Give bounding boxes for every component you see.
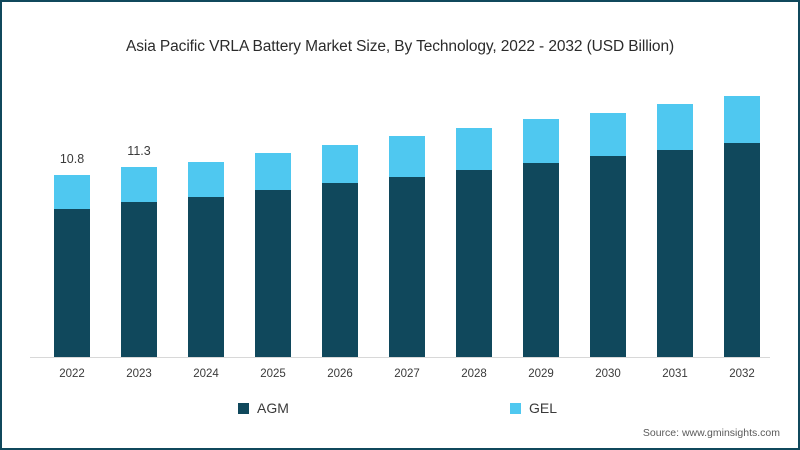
legend-swatch-gel <box>510 402 521 414</box>
bar-stack[interactable] <box>121 166 157 357</box>
x-axis-tick-2024: 2024 <box>193 368 219 380</box>
bar-stack[interactable] <box>54 175 90 357</box>
bar-segment-agm[interactable] <box>657 149 693 357</box>
x-axis-tick-2027: 2027 <box>394 368 420 380</box>
x-axis-line <box>30 357 770 358</box>
x-axis-tick-2022: 2022 <box>59 368 85 380</box>
bar-segment-agm[interactable] <box>456 169 492 357</box>
bar-segment-gel[interactable] <box>322 144 358 184</box>
bar-segment-agm[interactable] <box>322 183 358 357</box>
x-axis-tick-2031: 2031 <box>662 368 688 380</box>
bar-segment-agm[interactable] <box>121 201 157 357</box>
x-axis-tick-2030: 2030 <box>595 368 621 380</box>
bar-stack[interactable] <box>523 119 559 357</box>
bar-segment-gel[interactable] <box>590 112 626 157</box>
x-axis-tick-2025: 2025 <box>260 368 286 380</box>
source-note: Source: www.gminsights.com <box>642 427 780 439</box>
legend-item-gel[interactable]: GEL <box>510 400 557 416</box>
x-axis-tick-2032: 2032 <box>729 368 755 380</box>
bar-segment-gel[interactable] <box>456 127 492 170</box>
bar-value-label: 11.3 <box>127 143 151 158</box>
bar-segment-agm[interactable] <box>590 156 626 357</box>
legend-item-agm[interactable]: AGM <box>238 400 289 416</box>
bar-segment-gel[interactable] <box>54 175 90 209</box>
bar-segment-agm[interactable] <box>724 142 760 357</box>
bar-segment-agm[interactable] <box>523 163 559 357</box>
bar-segment-gel[interactable] <box>188 161 224 197</box>
x-axis-tick-2023: 2023 <box>126 368 152 380</box>
x-axis-tick-2028: 2028 <box>461 368 487 380</box>
bar-segment-gel[interactable] <box>389 136 425 177</box>
bar-segment-agm[interactable] <box>389 176 425 357</box>
bar-segment-agm[interactable] <box>54 208 90 357</box>
bar-segment-gel[interactable] <box>523 119 559 164</box>
page-title: Asia Pacific VRLA Battery Market Size, B… <box>125 38 675 55</box>
legend-swatch-agm <box>238 402 249 414</box>
bar-segment-gel[interactable] <box>255 153 291 191</box>
bar-segment-gel[interactable] <box>657 104 693 150</box>
x-axis-tick-2029: 2029 <box>528 368 554 380</box>
bar-stack[interactable] <box>456 127 492 357</box>
bar-stack[interactable] <box>590 112 626 357</box>
chart-legend: AGM GEL <box>2 400 798 420</box>
bar-value-label: 10.8 <box>59 152 85 167</box>
legend-label-agm: AGM <box>257 400 289 416</box>
bar-stack[interactable] <box>255 153 291 357</box>
bar-stack[interactable] <box>322 144 358 357</box>
bar-segment-agm[interactable] <box>188 196 224 357</box>
bar-stack[interactable] <box>188 161 224 357</box>
bar-stack[interactable] <box>389 136 425 357</box>
bar-segment-agm[interactable] <box>255 190 291 357</box>
bar-segment-gel[interactable] <box>724 95 760 143</box>
bar-segment-gel[interactable] <box>121 166 157 202</box>
bar-stack[interactable] <box>657 104 693 357</box>
bar-stack[interactable] <box>724 95 760 357</box>
x-axis-tick-2026: 2026 <box>327 368 353 380</box>
legend-label-gel: GEL <box>529 400 558 416</box>
